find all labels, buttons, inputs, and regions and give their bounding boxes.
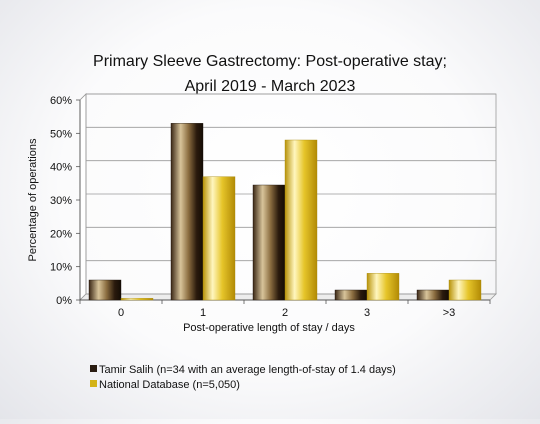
bar-series2-0 (120, 298, 154, 301)
y-tick-label: 60% (50, 95, 72, 107)
bar-series2-1 (202, 176, 236, 301)
y-tick-label: 50% (50, 128, 72, 140)
bar-series1-3 (334, 289, 368, 301)
chart-title-line1: Primary Sleeve Gastrectomy: Post-operati… (93, 53, 447, 70)
bar-series1-1 (170, 123, 204, 301)
legend: Tamir Salih (n=34 with an average length… (90, 364, 396, 391)
y-tick-label: 30% (50, 195, 72, 207)
bar-series2-gt3 (448, 279, 482, 301)
x-tick-label: 1 (200, 307, 206, 319)
y-tick-label: 40% (50, 162, 72, 174)
bar-series1-2 (252, 184, 286, 301)
x-tick-labels: 0 1 2 3 >3 (118, 307, 455, 319)
x-tick-label: 3 (364, 307, 370, 319)
y-tick-label: 10% (50, 262, 72, 274)
legend-label-series-2: National Database (n=5,050) (99, 379, 240, 391)
y-axis-label: Percentage of operations (27, 138, 39, 261)
bars (88, 123, 482, 301)
bar-series2-2 (284, 139, 318, 301)
y-tick-labels: 0% 10% 20% 30% 40% 50% 60% (50, 95, 72, 307)
legend-swatch-series-2 (90, 380, 97, 387)
bar-series1-gt3 (416, 289, 450, 301)
x-tick-label: 2 (282, 307, 288, 319)
legend-label-series-1: Tamir Salih (n=34 with an average length… (99, 364, 396, 376)
x-tick-label: >3 (443, 307, 456, 319)
bar-series2-3 (366, 273, 400, 301)
x-axis-label: Post-operative length of stay / days (183, 322, 355, 334)
bar-series1-0 (88, 279, 122, 301)
y-tick-label: 20% (50, 228, 72, 240)
chart-title-line2: April 2019 - March 2023 (185, 78, 356, 95)
y-tick-label: 0% (56, 295, 72, 307)
legend-swatch-series-1 (90, 365, 97, 372)
x-tick-label: 0 (118, 307, 124, 319)
left-wall (79, 93, 87, 301)
